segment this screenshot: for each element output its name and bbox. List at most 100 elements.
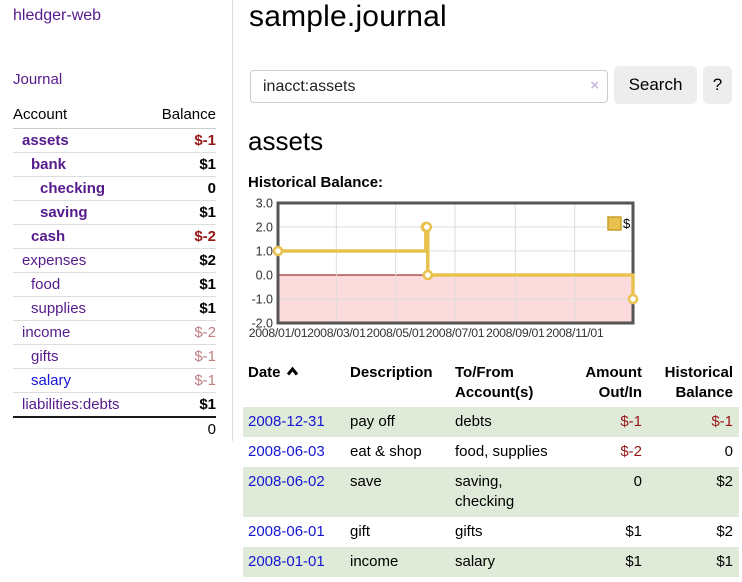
register-header-tofrom: To/From Account(s) (450, 361, 582, 407)
x-tick-label: 2008/07/01 (426, 326, 485, 340)
search-input[interactable] (250, 70, 608, 103)
data-point-marker (422, 269, 434, 281)
accounts-total-value: 0 (147, 416, 216, 441)
transaction-accounts: food, supplies (455, 443, 548, 460)
account-name-cell: salary (13, 368, 148, 393)
account-heading: assets (248, 126, 324, 156)
account-link[interactable]: cash (31, 228, 66, 245)
account-link[interactable]: gifts (31, 348, 59, 365)
transaction-balance: $-1 (642, 407, 739, 437)
transaction-date-link[interactable]: 2008-06-01 (248, 523, 325, 540)
register-header-date[interactable]: Date (243, 361, 345, 407)
transaction-description: pay off (345, 407, 450, 437)
transaction-row: 2008-12-31 pay off debts $-1 $-1 (243, 407, 739, 437)
register-header-historical: Historical Balance (642, 361, 739, 407)
sidebar: hledger-web Journal Account Balance asse… (0, 0, 233, 441)
clear-search-icon[interactable]: × (590, 77, 599, 94)
account-link[interactable]: food (31, 276, 61, 293)
header-label: Account(s) (455, 384, 534, 401)
account-balance: $-1 (147, 368, 216, 393)
chart-title: Historical Balance: (248, 174, 384, 191)
account-link[interactable]: assets (22, 132, 69, 149)
transaction-accounts: salary (450, 547, 582, 577)
account-balance: 0 (147, 176, 216, 201)
y-tick-label: -2.0 (251, 317, 273, 331)
account-link[interactable]: income (22, 324, 71, 341)
account-name-cell: food (13, 272, 148, 297)
account-balance: $1 (147, 272, 216, 297)
plot-border (276, 201, 635, 325)
legend-label: $ (623, 216, 631, 231)
account-row: income $-2 (13, 320, 216, 345)
account-row: expenses $2 (13, 248, 216, 273)
header-label: Historical (664, 364, 733, 381)
y-tick-label: 1.0 (256, 245, 273, 259)
y-tick-label: 2.0 (256, 221, 273, 235)
header-label: Balance (675, 384, 733, 401)
account-balance: $-1 (147, 128, 216, 153)
account-row: checking 0 (13, 176, 216, 201)
x-tick-label: 2008/03/01 (307, 326, 366, 340)
transaction-date-link[interactable]: 2008-06-02 (248, 473, 325, 490)
transaction-balance: $2 (642, 467, 739, 517)
header-label: To/From (455, 364, 514, 381)
account-row: bank $1 (13, 152, 216, 177)
transaction-balance: $1 (642, 547, 739, 577)
transaction-description: save (345, 467, 450, 517)
header-label: Description (350, 364, 433, 381)
transaction-description: income (345, 547, 450, 577)
transaction-date-link[interactable]: 2008-06-03 (248, 443, 325, 460)
register-header-description: Description (345, 361, 450, 407)
historical-balance-chart: $3.0 2.0 1.0 0.0 -1.0 -2.0 2008/01/01 2008/03/0… (240, 196, 742, 346)
header-label: Out/In (598, 384, 642, 401)
y-tick-label: -1.0 (251, 293, 273, 307)
transaction-amount: 0 (582, 467, 642, 517)
account-name-cell: bank (13, 152, 148, 177)
account-name-cell: checking (13, 176, 148, 201)
account-link[interactable]: saving (40, 204, 88, 221)
account-link[interactable]: expenses (22, 252, 87, 269)
app-brand-link[interactable]: hledger-web (13, 7, 102, 24)
account-balance: $1 (199, 396, 216, 413)
account-balance: $1 (147, 152, 216, 177)
sidebar-item-journal[interactable]: Journal (13, 71, 63, 88)
account-balance: $-2 (147, 320, 216, 345)
account-link[interactable]: bank (31, 156, 67, 173)
transaction-row: 2008-01-01 income salary $1 $1 (243, 547, 739, 577)
account-link[interactable]: checking (40, 180, 106, 197)
transaction-date-cell: 2008-01-01 (243, 547, 345, 577)
account-balance: $1 (147, 296, 216, 321)
y-tick-label: 0.0 (256, 269, 273, 283)
transaction-date-link[interactable]: 2008-01-01 (248, 553, 325, 570)
data-point-marker (627, 293, 639, 305)
transaction-date-link[interactable]: 2008-12-31 (248, 413, 325, 430)
account-row: food $1 (13, 272, 216, 297)
account-name-cell: income (13, 320, 148, 345)
data-point-marker (272, 245, 284, 257)
account-link[interactable]: supplies (31, 300, 87, 317)
account-row: supplies $1 (13, 296, 216, 321)
accounts-header-account: Account (13, 104, 148, 129)
account-name-cell: cash (13, 224, 148, 249)
account-link[interactable]: salary (31, 372, 72, 389)
transaction-description: eat & shop (350, 443, 422, 460)
legend-swatch (607, 216, 622, 231)
transaction-row: 2008-06-01 gift gifts $1 $2 (243, 517, 739, 547)
account-balance: $-2 (147, 224, 216, 249)
transaction-balance: $2 (716, 523, 733, 540)
transaction-amount: $1 (625, 523, 642, 540)
account-row: salary $-1 (13, 368, 216, 393)
account-link[interactable]: liabilities:debts (22, 396, 120, 413)
account-row: cash $-2 (13, 224, 216, 249)
register-header-row: Date Description To/From Account(s) Amount Ou… (243, 361, 739, 407)
help-button[interactable]: ? (703, 66, 732, 104)
accounts-header-balance: Balance (147, 104, 216, 129)
accounts-table-header: Account Balance (13, 104, 216, 129)
transaction-date-cell: 2008-06-02 (243, 467, 345, 517)
transaction-date-cell: 2008-06-03 (243, 437, 345, 467)
register-header-amount: Amount Out/In (582, 361, 642, 407)
header-label: Date (248, 364, 281, 381)
search-button[interactable]: Search (614, 66, 697, 104)
account-balance: $2 (147, 248, 216, 273)
